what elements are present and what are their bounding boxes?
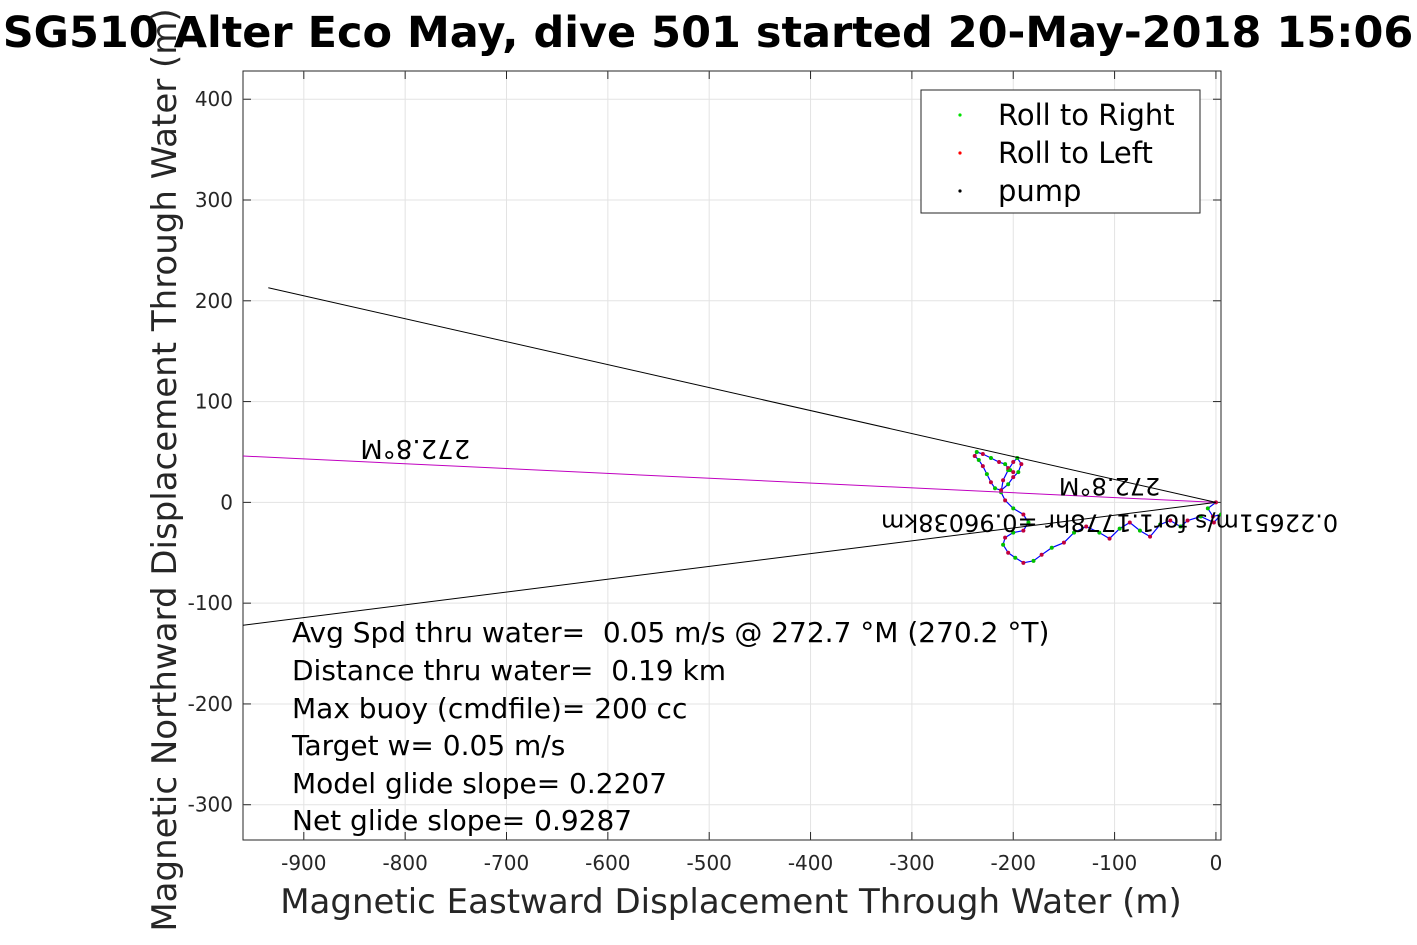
- x-tick-label: -200: [991, 851, 1036, 875]
- track-point: [1178, 524, 1183, 529]
- track-point: [988, 456, 993, 461]
- y-tick-label: -100: [188, 591, 233, 615]
- track-point: [1008, 468, 1013, 473]
- track-point: [1011, 460, 1016, 465]
- x-tick-label: -600: [585, 851, 630, 875]
- legend-label-roll-left: Roll to Left: [998, 136, 1153, 170]
- y-axis-label: Magnetic Northward Displacement Through …: [145, 8, 185, 931]
- x-tick-label: -700: [484, 851, 529, 875]
- track-point: [1210, 514, 1215, 519]
- track-point: [992, 486, 997, 491]
- x-tick-label: 0: [1210, 851, 1223, 875]
- track-point: [1213, 500, 1218, 505]
- y-tick-label: 0: [220, 490, 233, 514]
- ticks: -900 -800 -700 -600 -500 -400 -300 -200 -100 0 -30…: [188, 71, 1223, 875]
- y-tick-label: 300: [195, 188, 233, 212]
- y-tick-label: -300: [188, 793, 233, 817]
- track-point: [1021, 512, 1026, 517]
- track-point: [999, 488, 1004, 493]
- track-point: [1013, 555, 1018, 560]
- track-point: [972, 454, 977, 459]
- stat-model-glide: Model glide slope= 0.2207: [292, 767, 667, 800]
- stat-target-w: Target w= 0.05 m/s: [291, 729, 565, 762]
- y-tick-label: -200: [188, 692, 233, 716]
- heading-annotation: 0.22651m/s for1.1778hr =0.96038km: [881, 508, 1338, 536]
- heading-annotation: 272.8°M: [360, 433, 470, 463]
- track-point: [980, 464, 985, 469]
- legend-marker-roll-right: [958, 113, 962, 117]
- x-tick-label: -800: [382, 851, 427, 875]
- heading-line-line: [243, 455, 1216, 503]
- track-point: [1211, 520, 1216, 525]
- track-point: [1003, 535, 1008, 540]
- track-point: [1072, 530, 1077, 535]
- track-point: [1117, 526, 1122, 531]
- track-point: [1011, 506, 1016, 511]
- track-point: [1031, 558, 1036, 563]
- track-point: [1021, 528, 1026, 533]
- x-axis-label: Magnetic Eastward Displacement Through W…: [280, 882, 1182, 922]
- y-tick-label: 100: [195, 390, 233, 414]
- legend-box: [920, 89, 1201, 214]
- track-point: [1026, 520, 1031, 525]
- heading-annotation: 272.8°M: [1059, 472, 1160, 500]
- track-point: [1016, 470, 1021, 475]
- track-point: [1011, 470, 1016, 475]
- track-point: [1021, 560, 1026, 565]
- y-tick-label: 400: [195, 87, 233, 111]
- track-point: [1001, 478, 1006, 483]
- track-point: [980, 451, 985, 456]
- x-tick-label: -300: [889, 851, 934, 875]
- stats-block: Avg Spd thru water= 0.05 m/s @ 272.7 °M …: [291, 616, 1049, 837]
- legend-marker-pump: [958, 189, 962, 193]
- legend: Roll to Right Roll to Left pump: [920, 89, 1201, 214]
- track-point: [1148, 534, 1153, 539]
- track-point: [1107, 536, 1112, 541]
- track-point: [1011, 530, 1016, 535]
- x-tick-label: -900: [281, 851, 326, 875]
- track-point: [1137, 528, 1142, 533]
- track-point: [1219, 512, 1221, 517]
- track-point: [1019, 462, 1024, 467]
- track-point: [1049, 545, 1054, 550]
- track-point: [1084, 524, 1089, 529]
- track-point: [1097, 530, 1102, 535]
- y-tick-label: 200: [195, 289, 233, 313]
- track-point: [1006, 550, 1011, 555]
- annotations: 272.8°M 272.8°M 0.22651m/s for1.1778hr =0.…: [360, 433, 1338, 537]
- track-point: [997, 460, 1002, 465]
- track-point: [1039, 552, 1044, 557]
- track-point: [1003, 462, 1008, 467]
- bound-line: [268, 287, 1217, 503]
- x-tick-label: -400: [788, 851, 833, 875]
- track-point: [1205, 506, 1210, 511]
- track-point: [988, 480, 993, 485]
- track-point: [1127, 520, 1132, 525]
- track-point: [1061, 540, 1066, 545]
- legend-label-pump: pump: [998, 174, 1081, 208]
- legend-label-roll-right: Roll to Right: [998, 98, 1175, 132]
- lines: [243, 287, 1221, 626]
- stat-avg-speed: Avg Spd thru water= 0.05 m/s @ 272.7 °M …: [292, 616, 1049, 649]
- track-point: [974, 449, 979, 454]
- track-point: [976, 458, 981, 463]
- bound-line: [243, 501, 1216, 626]
- track-point: [1011, 475, 1016, 480]
- stat-distance: Distance thru water= 0.19 km: [292, 654, 726, 687]
- track-point: [1003, 498, 1008, 503]
- x-tick-label: -500: [687, 851, 732, 875]
- legend-marker-roll-left: [958, 151, 962, 155]
- stat-net-glide: Net glide slope= 0.9287: [292, 804, 632, 837]
- track-point: [1168, 518, 1173, 523]
- track-point: [1158, 522, 1163, 527]
- track-point: [1198, 514, 1203, 519]
- chart-title: SG510 Alter Eco May, dive 501 started 20…: [3, 8, 1414, 58]
- x-tick-label: -100: [1092, 851, 1137, 875]
- track-point: [984, 472, 989, 477]
- stat-max-buoy: Max buoy (cmdfile)= 200 cc: [292, 692, 687, 725]
- track-point: [1185, 518, 1190, 523]
- track-point: [1001, 542, 1006, 547]
- track-point: [1006, 482, 1011, 487]
